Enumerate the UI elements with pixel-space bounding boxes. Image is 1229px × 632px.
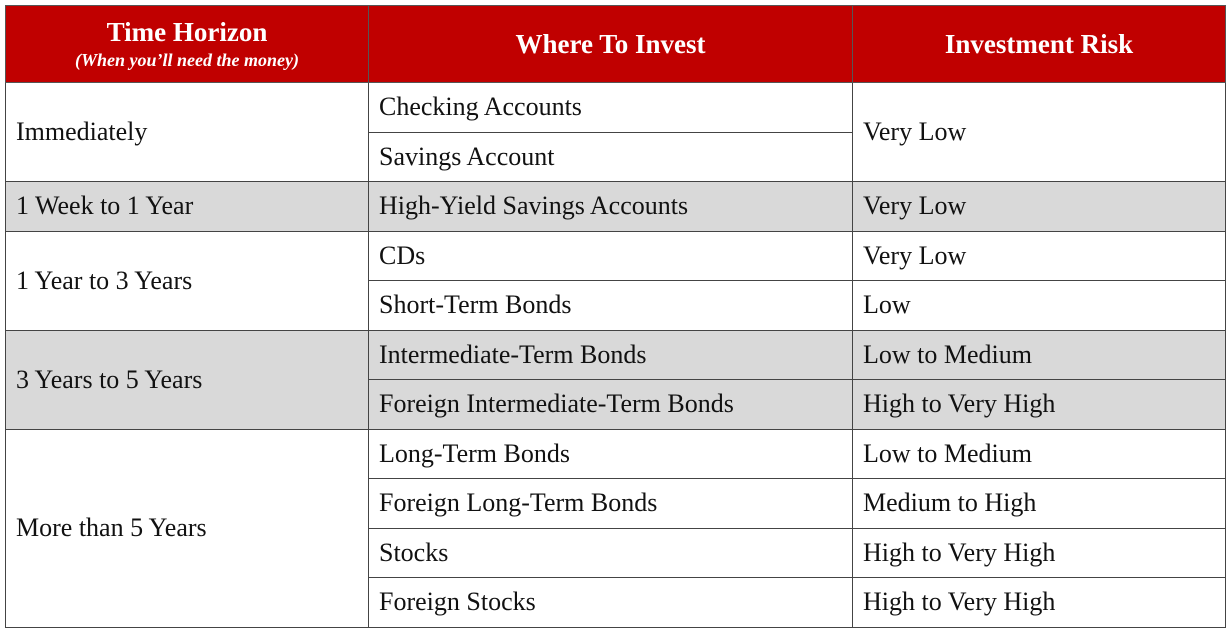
risk-cell: Very Low [852,181,1226,232]
investment-cell: Savings Account [368,131,853,182]
investment-cell: Intermediate-Term Bonds [368,329,853,380]
investment-cell: Stocks [368,527,853,578]
investment-cell: Checking Accounts [368,82,853,133]
table-row: Foreign Long-Term Bonds Medium to High [6,478,1226,529]
table-row: Savings Account [6,131,1226,182]
table-row: 3 Years to 5 Years Intermediate-Term Bond… [5,329,1226,430]
risk-cell: Low to Medium [852,329,1226,380]
table-row: Foreign Stocks High to Very High [6,577,1226,628]
investment-cell: Foreign Long-Term Bonds [368,478,853,529]
header-cell: Investment Risk [852,5,1226,83]
table-row: 1 Year to 3 Years CDs Very Low [5,230,1226,331]
header-row: Time Horizon (When you’ll need the money)… [5,5,1226,83]
risk-cell: Very Low [852,82,1226,182]
header-title: Time Horizon [106,17,268,47]
investment-cell: Long-Term Bonds [368,428,853,479]
horizon-cell: 3 Years to 5 Years [5,329,369,430]
header-cell: Time Horizon (When you’ll need the money) [5,5,369,83]
table-row: 1 Week to 1 Year High-Yield Savings Accou… [5,181,1226,232]
risk-cell: High to Very High [852,379,1226,430]
risk-cell: High to Very High [852,577,1226,628]
risk-cell: Low [852,280,1226,331]
risk-cell: Very Low [852,230,1226,281]
investment-table: Time Horizon (When you’ll need the money)… [5,5,1226,628]
horizon-cell: 1 Week to 1 Year [5,181,369,232]
horizon-cell: Immediately [5,82,369,182]
horizon-cell: 1 Year to 3 Years [5,230,369,331]
investment-cell: Short-Term Bonds [368,280,853,331]
investment-cell: Foreign Intermediate-Term Bonds [368,379,853,430]
header-subtitle: (When you’ll need the money) [75,50,299,70]
horizon-cell: More than 5 Years [5,428,369,628]
table-row: Short-Term Bonds Low [6,280,1226,331]
risk-cell: High to Very High [852,527,1226,578]
table-row: Stocks High to Very High [6,527,1226,578]
risk-cell: Low to Medium [852,428,1226,479]
investment-cell: CDs [368,230,853,281]
table-row: Foreign Intermediate-Term Bonds High to V… [6,379,1226,430]
investment-cell: Foreign Stocks [368,577,853,628]
table-row: More than 5 Years Long-Term Bonds Low to M… [5,428,1226,628]
investment-cell: High-Yield Savings Accounts [368,181,853,232]
risk-cell: Medium to High [852,478,1226,529]
table-row: Immediately Checking Accounts Very Low [5,82,1226,182]
header-cell: Where To Invest [368,5,853,83]
